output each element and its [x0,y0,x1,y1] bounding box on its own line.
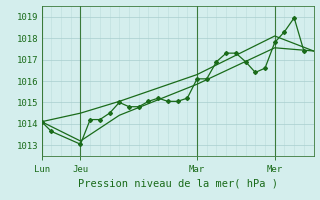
X-axis label: Pression niveau de la mer( hPa ): Pression niveau de la mer( hPa ) [77,178,278,188]
